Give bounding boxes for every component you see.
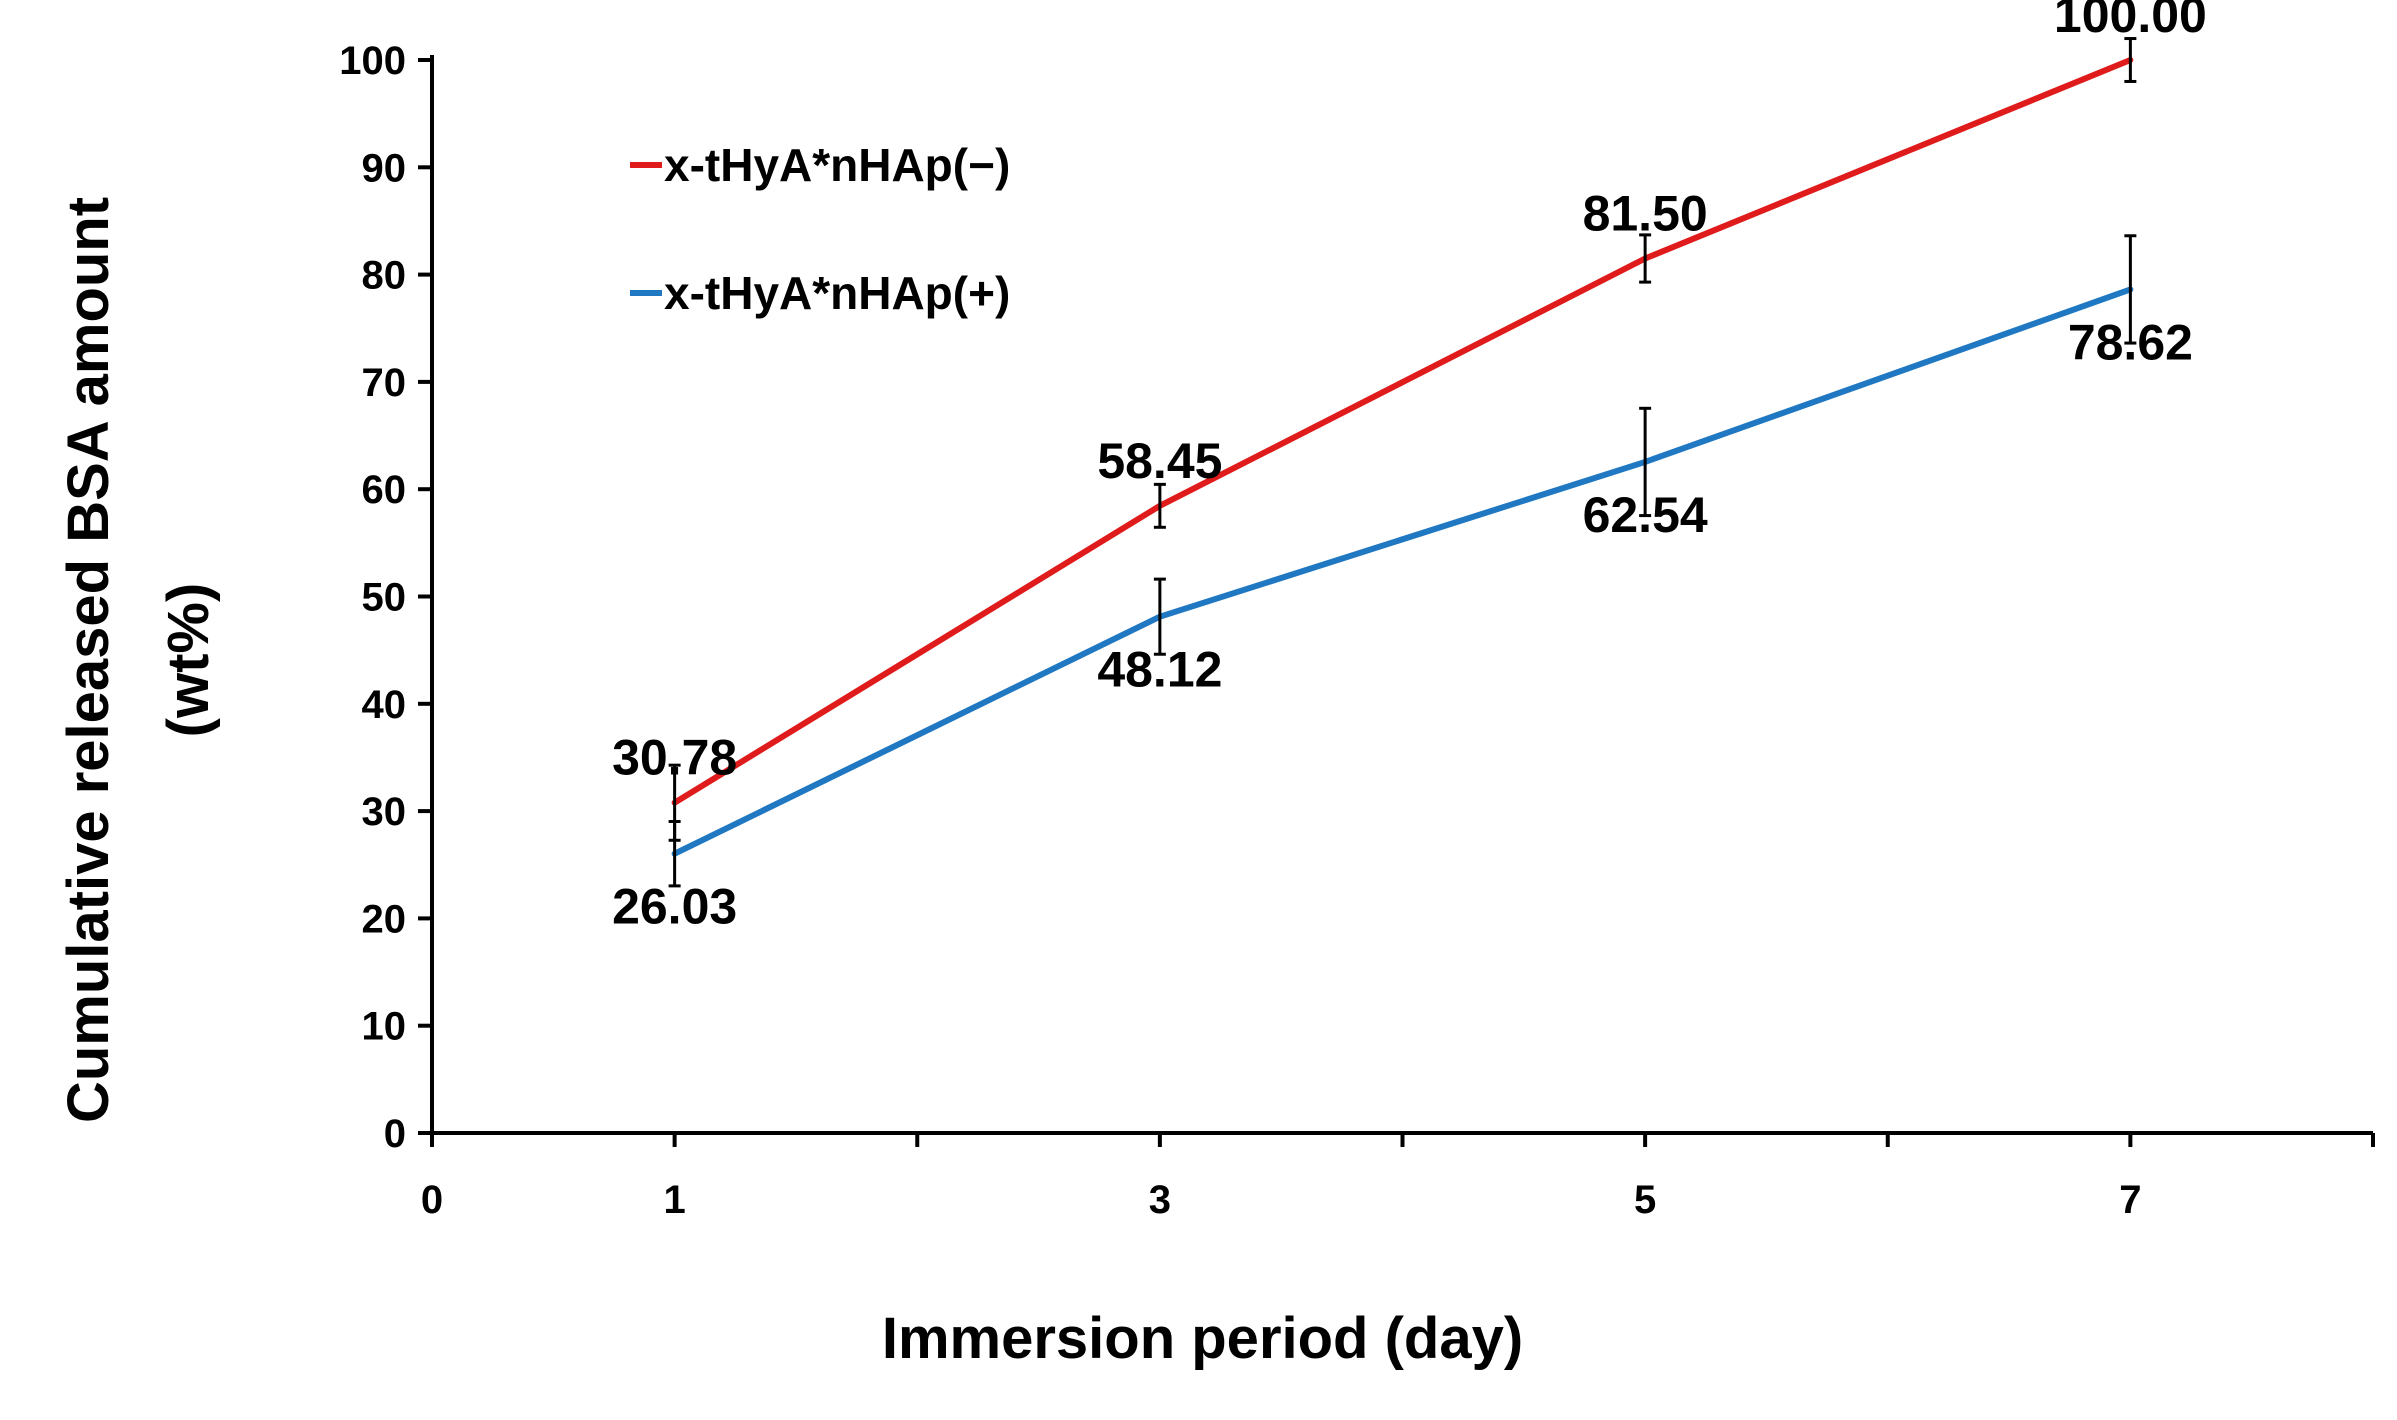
data-label: 58.45 [1097, 433, 1222, 489]
data-labels: 30.78 58.45 81.50 100.00 26.03 48.12 62.54 78.6… [612, 0, 2207, 935]
legend-label: x-tHyA*nHAp(+) [664, 267, 1010, 319]
y-tick-label: 40 [362, 683, 407, 727]
data-label: 81.50 [1583, 186, 1708, 242]
data-label: 62.54 [1583, 487, 1708, 543]
series-line-2 [671, 286, 2134, 857]
x-axis-title: Immersion period (day) [882, 1306, 1523, 1371]
data-label: 48.12 [1097, 642, 1222, 698]
axes: 0 10 20 30 40 50 60 70 80 90 100 0 1 3 5 7 [339, 39, 2375, 1222]
series-lines [668, 37, 2137, 888]
y-tick-label: 60 [362, 468, 407, 512]
legend: x-tHyA*nHAp(−) x-tHyA*nHAp(+) [630, 139, 1010, 319]
y-axis-title-unit: (wt%) [156, 583, 221, 738]
y-tick-label: 70 [362, 361, 407, 405]
y-tick-label: 30 [362, 790, 407, 834]
x-tick-label: 1 [664, 1178, 686, 1222]
series-line-1 [671, 57, 2134, 806]
y-tick-label: 0 [384, 1112, 406, 1156]
y-tick-label: 20 [362, 897, 407, 941]
data-label: 26.03 [612, 879, 737, 935]
y-tick-label: 100 [339, 39, 406, 83]
data-label: 78.62 [2068, 314, 2193, 370]
data-label: 100.00 [2054, 0, 2207, 43]
y-tick-label: 50 [362, 576, 407, 620]
y-tick-label: 80 [362, 254, 407, 298]
data-label: 30.78 [612, 730, 737, 786]
x-tick-label: 3 [1149, 1178, 1171, 1222]
x-tick-label: 5 [1634, 1178, 1656, 1222]
legend-label: x-tHyA*nHAp(−) [664, 139, 1010, 191]
y-tick-label: 10 [362, 1005, 407, 1049]
x-tick-label: 0 [421, 1178, 443, 1222]
x-tick-label: 7 [2119, 1178, 2141, 1222]
y-axis-title: Cumulative released BSA amount [56, 197, 121, 1123]
y-tick-label: 90 [362, 146, 407, 190]
